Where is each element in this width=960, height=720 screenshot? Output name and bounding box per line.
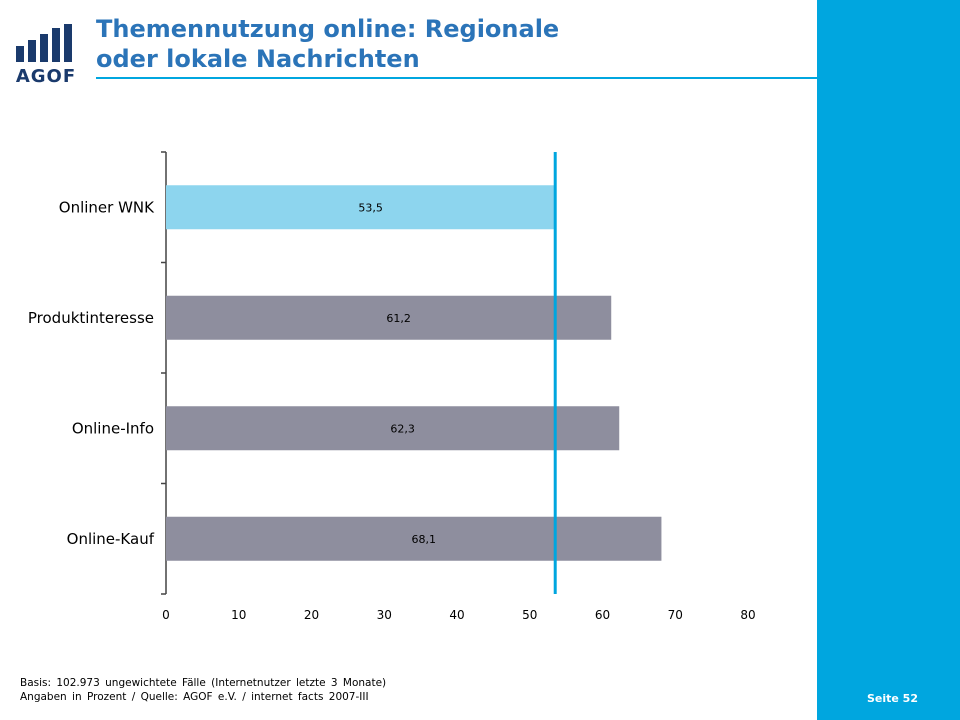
page-title: Themennutzung online: Regionale oder lok…	[96, 14, 796, 74]
category-label: Online-Kauf	[67, 530, 155, 548]
x-tick-label: 20	[304, 608, 319, 622]
logo-text: AGOF	[15, 66, 77, 87]
x-tick-label: 60	[595, 608, 610, 622]
bar-value-label: 61,2	[386, 312, 411, 325]
title-line-1: Themennutzung online: Regionale	[96, 15, 560, 43]
agof-logo: AGOF	[14, 24, 78, 90]
footnote: Basis: 102.973 ungewichtete Fälle (Inter…	[20, 676, 386, 704]
footnote-basis: Basis: 102.973 ungewichtete Fälle (Inter…	[20, 677, 387, 689]
bar-value-label: 62,3	[390, 422, 415, 435]
category-label: Onliner WNK	[59, 198, 155, 216]
x-tick-label: 70	[668, 608, 683, 622]
bar	[166, 295, 612, 340]
bar	[166, 406, 620, 451]
page-number: Seite 52	[866, 692, 918, 705]
title-underline	[96, 77, 817, 79]
title-line-2: oder lokale Nachrichten	[96, 45, 420, 73]
x-tick-label: 50	[522, 608, 537, 622]
category-label: Online-Info	[72, 419, 154, 437]
bar-value-label: 53,5	[358, 201, 383, 214]
logo-bars-icon	[16, 24, 72, 62]
bar-chart: 53,5 Onliner WNK 61,2 Produktinteresse 62,3 O…	[28, 151, 756, 622]
x-tick-label: 0	[162, 608, 170, 622]
footnote-source: Angaben in Prozent / Quelle: AGOF e.V. /…	[20, 691, 369, 703]
x-tick-label: 40	[449, 608, 464, 622]
x-tick-label: 30	[377, 608, 392, 622]
right-sidebar: Seite 52	[817, 0, 960, 720]
x-tick-label: 80	[740, 608, 755, 622]
category-label: Produktinteresse	[28, 309, 154, 327]
bar	[166, 516, 662, 561]
bar-value-label: 68,1	[411, 533, 436, 546]
x-tick-label: 10	[231, 608, 246, 622]
bar	[166, 185, 556, 230]
